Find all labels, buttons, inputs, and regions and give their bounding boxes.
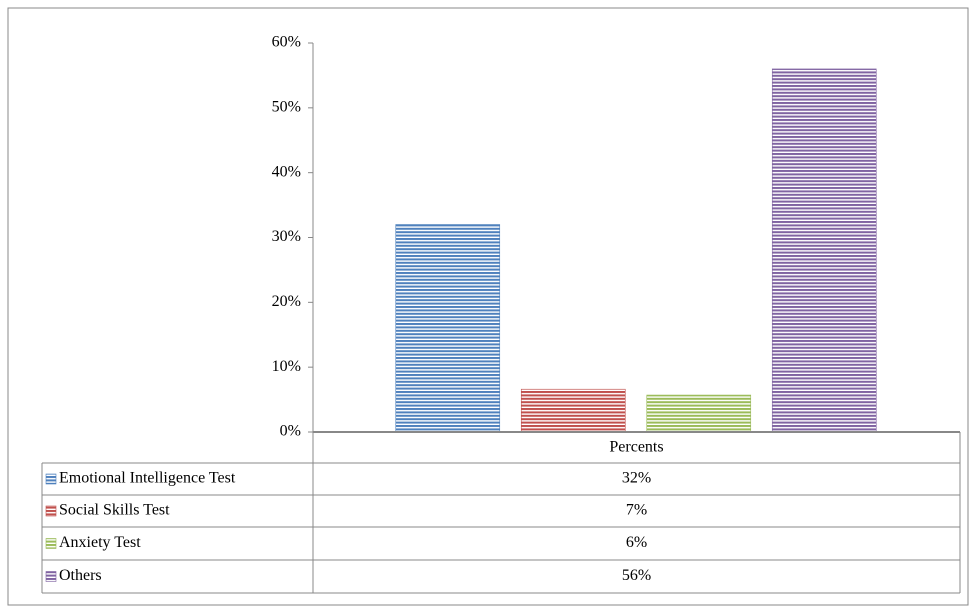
value-label: 32%	[622, 470, 651, 487]
value-label: 6%	[626, 534, 647, 551]
series-header: Percents	[609, 439, 663, 456]
bar	[395, 224, 501, 433]
y-tick-label: 50%	[272, 99, 301, 116]
y-tick-label: 60%	[272, 34, 301, 51]
legend-swatch	[45, 473, 57, 485]
category-label: Anxiety Test	[59, 534, 141, 551]
category-label: Emotional Intelligence Test	[59, 470, 236, 487]
value-label: 7%	[626, 502, 647, 519]
category-label: Social Skills Test	[59, 502, 170, 519]
legend-swatch	[45, 505, 57, 517]
y-tick-label: 0%	[280, 423, 301, 440]
bar	[646, 394, 752, 433]
y-tick-label: 20%	[272, 293, 301, 310]
value-label: 56%	[622, 567, 651, 584]
legend-swatch	[45, 538, 57, 549]
bar	[520, 388, 626, 433]
y-tick-label: 10%	[272, 358, 301, 375]
y-tick-label: 30%	[272, 228, 301, 245]
y-tick-label: 40%	[272, 163, 301, 180]
bar	[771, 68, 877, 433]
category-label: Others	[59, 567, 102, 584]
legend-swatch	[45, 571, 57, 582]
